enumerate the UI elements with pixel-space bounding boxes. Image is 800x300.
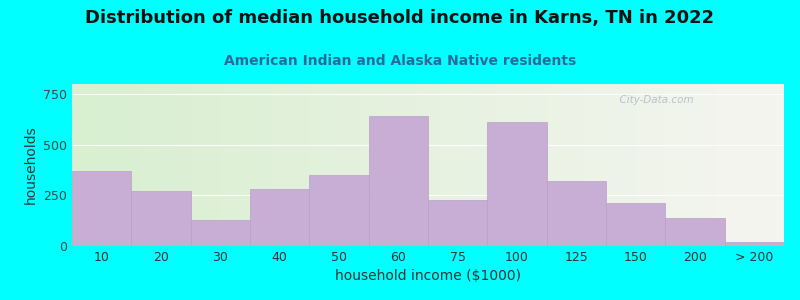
Bar	[72, 171, 131, 246]
Bar	[725, 242, 784, 246]
Text: Distribution of median household income in Karns, TN in 2022: Distribution of median household income …	[86, 9, 714, 27]
Bar	[131, 191, 190, 246]
X-axis label: household income ($1000): household income ($1000)	[335, 269, 521, 284]
Bar	[606, 203, 666, 246]
Bar	[250, 189, 310, 246]
Bar	[487, 122, 546, 246]
Bar	[310, 175, 369, 246]
Y-axis label: households: households	[23, 126, 38, 204]
Bar	[666, 218, 725, 246]
Text: City-Data.com: City-Data.com	[613, 95, 694, 105]
Bar	[428, 200, 487, 246]
Bar	[546, 181, 606, 246]
Bar	[369, 116, 428, 246]
Bar	[190, 220, 250, 246]
Text: American Indian and Alaska Native residents: American Indian and Alaska Native reside…	[224, 54, 576, 68]
